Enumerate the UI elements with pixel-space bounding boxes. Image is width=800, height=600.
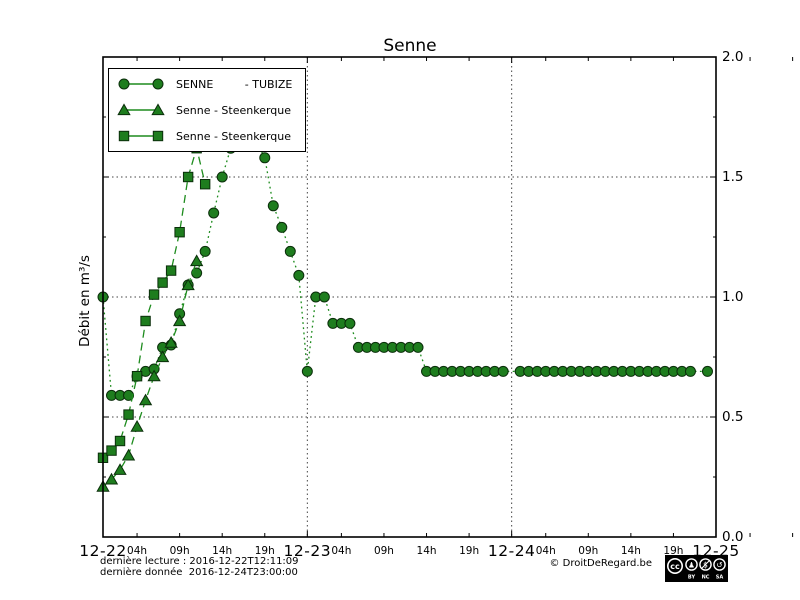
data-point-circle	[191, 267, 203, 279]
x-hour-label: 19h	[663, 545, 684, 557]
copyright-text: © DroitDeRegard.be	[549, 558, 652, 569]
data-point-circle	[684, 365, 696, 377]
y-tick-label: 2.0	[722, 49, 744, 65]
cc-label: NC	[702, 575, 710, 581]
series-line-triangle	[102, 260, 198, 488]
data-point-square	[140, 315, 151, 327]
cc-license-badge: cc♟BY$NC↺SA	[665, 555, 728, 582]
data-point-circle	[216, 171, 228, 183]
legend-item-label: SENNE - TUBIZE	[176, 77, 293, 91]
data-point-triangle	[155, 350, 170, 363]
data-point-square	[114, 435, 126, 447]
data-point-circle	[199, 245, 211, 257]
x-day-label: 12-24	[487, 542, 536, 560]
series-line-square	[102, 145, 206, 459]
data-point-circle	[259, 152, 271, 164]
data-point-circle	[284, 245, 296, 257]
data-point-square	[199, 179, 211, 190]
data-point-square	[106, 445, 117, 456]
data-point-square	[148, 289, 160, 300]
data-point-triangle	[130, 419, 144, 432]
data-point-triangle	[189, 254, 204, 267]
data-point-triangle	[164, 335, 178, 348]
by-icon	[685, 558, 698, 571]
cc-logo-text: cc	[670, 562, 680, 571]
y-tick-label: 1.0	[722, 289, 744, 305]
cc-glyph: ♟	[688, 560, 695, 569]
legend-item: Senne - Steenkerque	[117, 100, 291, 120]
data-point-circle	[344, 317, 356, 329]
x-day-label: 12-22	[79, 542, 127, 560]
cc-glyph: ↺	[716, 560, 722, 569]
x-hour-label: 14h	[416, 545, 437, 557]
data-point-square	[123, 409, 134, 420]
data-point-triangle	[113, 463, 127, 475]
data-point-circle	[267, 200, 279, 212]
data-point-circle	[123, 389, 135, 401]
sa-icon	[713, 558, 726, 571]
data-point-circle	[208, 207, 220, 219]
square-legend-marker-icon	[118, 130, 164, 142]
legend-item: SENNE - TUBIZE	[117, 74, 292, 94]
data-point-triangle	[104, 472, 119, 485]
x-hour-label: 04h	[535, 545, 556, 557]
last-reading-note: dernière lecture : 2016-12-22T12:11:09	[100, 556, 299, 567]
y-tick-label: 0.5	[722, 409, 744, 425]
data-point-square	[131, 371, 143, 382]
data-point-circle	[701, 365, 713, 377]
x-hour-label: 04h	[127, 545, 148, 557]
legend-item-label: Senne - Steenkerque	[176, 129, 292, 143]
data-point-triangle	[138, 393, 153, 406]
data-point-circle	[293, 269, 305, 281]
x-day-label: 12-23	[283, 542, 332, 560]
circle-legend-marker-icon	[118, 78, 164, 90]
legend: SENNE - TUBIZE Senne - Steenkerque Senne -…	[108, 68, 306, 152]
x-hour-label: 14h	[212, 545, 233, 557]
data-point-triangle	[147, 369, 161, 382]
cc-logo-icon	[667, 558, 683, 574]
legend-item: Senne - Steenkerque	[117, 126, 291, 146]
data-point-square	[157, 277, 168, 288]
x-hour-label: 19h	[254, 545, 275, 557]
data-point-circle	[497, 365, 509, 377]
x-hour-label: 04h	[331, 545, 352, 557]
data-point-triangle	[181, 278, 195, 291]
x-hour-label: 09h	[373, 545, 394, 557]
data-point-circle	[318, 291, 330, 303]
data-point-square	[165, 265, 177, 276]
data-point-circle	[276, 221, 288, 233]
triangle-legend-marker-icon	[117, 103, 165, 116]
cc-label: SA	[716, 575, 724, 581]
nc-icon	[699, 558, 712, 571]
cc-label: BY	[688, 575, 696, 581]
x-hour-label: 19h	[459, 545, 480, 557]
x-hour-label: 09h	[169, 545, 190, 557]
data-point-square	[182, 171, 194, 183]
x-hour-label: 14h	[620, 545, 641, 557]
data-point-triangle	[172, 314, 187, 327]
data-point-square	[174, 227, 185, 238]
nc-slash	[701, 560, 710, 569]
legend-item-label: Senne - Steenkerque	[176, 103, 292, 117]
data-point-triangle	[121, 448, 136, 461]
x-hour-label: 09h	[578, 545, 599, 557]
data-point-circle	[301, 365, 313, 377]
data-point-circle	[412, 341, 424, 353]
plot-frame	[102, 56, 717, 538]
chart-title: Senne	[383, 36, 437, 56]
last-data-note: dernière donnée 2016-12-24T23:00:00	[100, 567, 298, 578]
y-axis-label: Débit en m³/s	[77, 255, 93, 347]
y-tick-label: 0.0	[722, 529, 744, 545]
y-tick-label: 1.5	[722, 169, 744, 185]
